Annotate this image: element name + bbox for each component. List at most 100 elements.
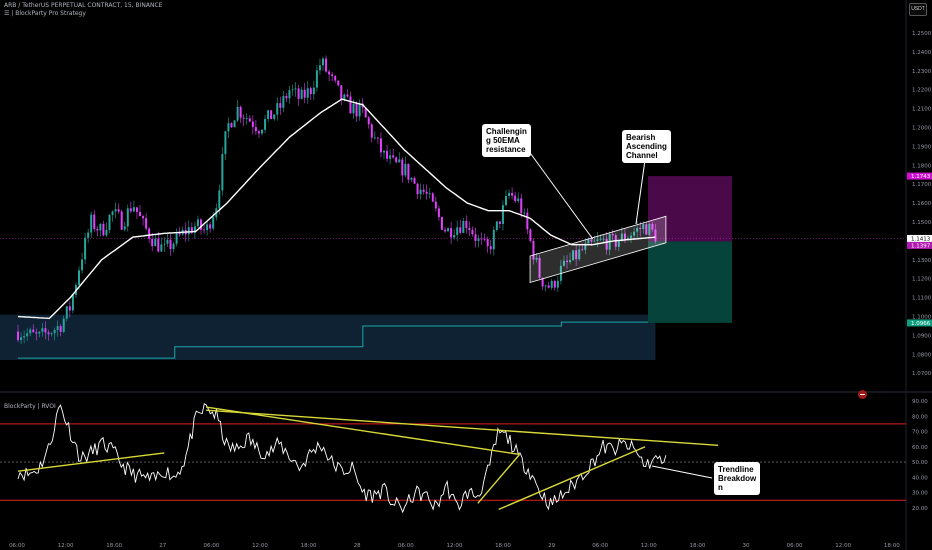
trendline-3 bbox=[206, 409, 719, 446]
oscillator-tick-label: 50.00 bbox=[912, 460, 928, 466]
candle-body bbox=[154, 238, 157, 247]
candle-body bbox=[590, 239, 593, 242]
candle-body bbox=[175, 232, 178, 244]
currency-selector[interactable]: USDT bbox=[909, 3, 927, 16]
candle-body bbox=[148, 228, 151, 239]
oscillator-tick-label: 40.00 bbox=[912, 475, 928, 481]
time-tick-label: 28 bbox=[354, 543, 361, 549]
price-tick-label: 1.1800 bbox=[912, 163, 932, 169]
candle-body bbox=[636, 227, 639, 232]
candle-body bbox=[642, 224, 645, 230]
symbol-title[interactable]: ARB / TetherUS PERPETUAL CONTRACT, 15, B… bbox=[4, 2, 163, 9]
stop-loss-zone bbox=[648, 241, 732, 323]
candle-body bbox=[587, 239, 590, 244]
strategy-legend[interactable]: ☰ | BlockParty Pro Strategy bbox=[4, 10, 86, 17]
candle-body bbox=[462, 221, 465, 233]
candle-body bbox=[178, 232, 181, 235]
time-tick-label: 12:00 bbox=[446, 543, 462, 549]
price-tick-label: 1.1600 bbox=[912, 201, 932, 207]
price-tick-label: 1.2400 bbox=[912, 50, 932, 56]
candle-body bbox=[59, 326, 62, 332]
time-tick-label: 18:00 bbox=[106, 543, 122, 549]
candle-body bbox=[505, 195, 507, 206]
candle-body bbox=[196, 219, 199, 227]
candle-body bbox=[532, 240, 535, 260]
candle-body bbox=[544, 285, 547, 287]
candle-body bbox=[151, 238, 154, 247]
alert-icon[interactable] bbox=[858, 390, 867, 399]
candle-body bbox=[132, 207, 135, 212]
candle-body bbox=[169, 239, 172, 250]
time-tick-label: 12:00 bbox=[58, 543, 74, 549]
candle-body bbox=[440, 217, 443, 230]
candle-body bbox=[245, 118, 248, 120]
oscillator-tick-label: 70.00 bbox=[912, 430, 928, 436]
candle-body bbox=[306, 88, 309, 98]
candle-body bbox=[111, 211, 114, 215]
candle-body bbox=[575, 250, 578, 260]
candle-body bbox=[105, 229, 108, 236]
candle-body bbox=[447, 228, 450, 232]
candle-body bbox=[303, 89, 306, 98]
price-tick-label: 1.2500 bbox=[912, 31, 932, 37]
annotation-channel: Bearish Ascending Channel bbox=[622, 130, 671, 163]
candle-body bbox=[437, 208, 440, 218]
candle-body bbox=[407, 163, 410, 180]
candle-body bbox=[322, 58, 324, 66]
candle-body bbox=[401, 159, 404, 176]
candle-body bbox=[200, 219, 202, 230]
candle-body bbox=[526, 212, 529, 230]
candle-body bbox=[108, 214, 111, 230]
candle-body bbox=[337, 80, 340, 86]
candle-body bbox=[285, 96, 288, 99]
candle-body bbox=[489, 246, 492, 250]
candle-body bbox=[404, 163, 407, 176]
ascending-channel bbox=[529, 215, 667, 284]
price-tick-label: 1.1000 bbox=[912, 315, 932, 321]
oscillator-legend[interactable]: BlockParty | RVOI bbox=[4, 403, 56, 410]
time-tick-label: 27 bbox=[159, 543, 166, 549]
candle-body bbox=[386, 150, 389, 159]
time-tick-label: 18:00 bbox=[301, 543, 317, 549]
time-tick-label: 18:00 bbox=[884, 543, 900, 549]
candle-body bbox=[62, 318, 65, 332]
oscillator-tick-label: 60.00 bbox=[912, 445, 928, 451]
candle-body bbox=[373, 137, 376, 139]
candle-body bbox=[221, 154, 224, 191]
candle-body bbox=[123, 226, 126, 230]
candle-body bbox=[78, 270, 80, 285]
time-tick-label: 12:00 bbox=[252, 543, 268, 549]
candle-body bbox=[422, 189, 425, 192]
candle-body bbox=[297, 88, 300, 99]
support-zone bbox=[0, 314, 656, 360]
candle-body bbox=[550, 280, 553, 288]
candle-body bbox=[35, 332, 38, 334]
candle-body bbox=[32, 329, 35, 333]
candle-body bbox=[379, 138, 382, 153]
candle-body bbox=[44, 328, 47, 333]
price-tick-label: 1.1700 bbox=[912, 182, 932, 188]
candle-body bbox=[419, 189, 422, 195]
candle-body bbox=[81, 259, 84, 271]
candle-body bbox=[218, 190, 221, 209]
candle-body bbox=[117, 209, 120, 212]
candle-body bbox=[383, 150, 385, 153]
candle-body bbox=[239, 106, 242, 118]
time-tick-label: 30 bbox=[743, 543, 750, 549]
candle-body bbox=[425, 191, 428, 194]
candle-body bbox=[328, 71, 331, 75]
candle-body bbox=[395, 157, 398, 163]
candle-body bbox=[29, 329, 32, 334]
candle-body bbox=[206, 224, 209, 230]
candle-body bbox=[126, 208, 129, 227]
candle-body bbox=[53, 329, 56, 334]
current-price-tag-label: 1.1413 bbox=[911, 236, 931, 242]
candle-body bbox=[264, 118, 267, 130]
candle-body bbox=[444, 229, 446, 232]
candle-body bbox=[212, 217, 215, 229]
candle-body bbox=[468, 227, 471, 230]
candle-body bbox=[279, 103, 282, 108]
time-tick-label: 06:00 bbox=[787, 543, 803, 549]
candle-body bbox=[596, 239, 599, 241]
